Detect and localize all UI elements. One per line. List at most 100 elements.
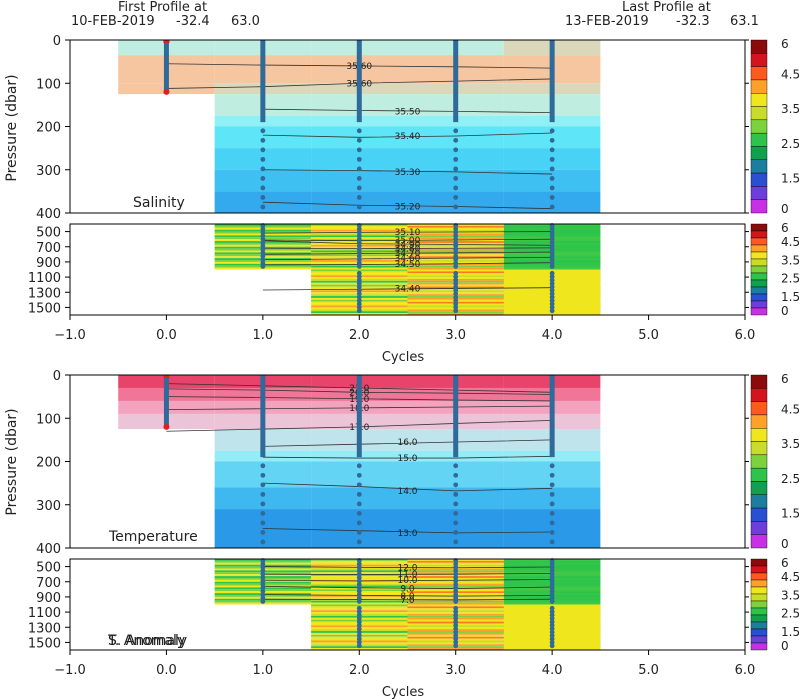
colorbar-swatch — [750, 307, 768, 316]
profile-sample-dot — [549, 260, 555, 266]
profile-sample-dot — [549, 291, 555, 297]
profile-sample-dot — [549, 463, 555, 469]
colorbar-label: 2.5 — [781, 137, 800, 151]
anomaly-cell — [311, 269, 408, 272]
salinity-cell — [214, 191, 312, 213]
contour-label: 9.0 — [400, 585, 415, 595]
colorbar-swatch — [750, 507, 768, 522]
salinity-cell — [407, 126, 504, 149]
profile-sample-dot — [453, 561, 459, 567]
profile-sample-dot — [260, 250, 266, 256]
profile-sample-dot — [549, 301, 555, 307]
profile-sample-dot — [356, 281, 362, 286]
contour-label: 12.0 — [397, 564, 417, 574]
x-tick-label: −1.0 — [54, 328, 86, 343]
contour-line — [262, 585, 553, 589]
colorbar-swatch — [750, 467, 768, 482]
contour-line — [262, 201, 553, 210]
y-tick-label: 300 — [36, 164, 61, 179]
profile-sample-dot — [260, 185, 266, 191]
profile-sample-dot — [453, 612, 459, 618]
profile-sample-dot — [549, 511, 555, 516]
colorbar-swatch — [750, 642, 768, 651]
colorbar-swatch — [750, 146, 768, 160]
profile-sample-dot — [549, 233, 555, 239]
profile-sample-dot — [356, 147, 362, 153]
profile-sample-dot — [453, 564, 459, 570]
anomaly-cell — [407, 604, 504, 607]
profile-sample-dot — [260, 233, 266, 239]
contour-label: 35.20 — [395, 203, 421, 213]
contour-label: 35.50 — [395, 107, 421, 117]
profile-sample-dot — [356, 240, 362, 245]
y-tick-label: 900 — [36, 256, 61, 271]
x-tick-label: 0.0 — [156, 328, 177, 343]
profile-sample-dot — [549, 240, 555, 245]
profile-sample-dot — [356, 156, 362, 162]
profile-sample-dot — [260, 595, 266, 601]
colorbar-swatch — [750, 223, 768, 232]
profile-sample-dot — [260, 520, 266, 526]
profile-sample-dot — [549, 482, 555, 488]
contour-label: 34.50 — [395, 260, 421, 270]
profile-sample-dot — [356, 575, 362, 580]
y-axis-label-bottom: Pressure (dbar) — [4, 408, 20, 515]
profile-sample-dot — [549, 185, 555, 191]
contour-label: 14.0 — [397, 487, 417, 497]
y-tick-label: 500 — [36, 226, 61, 241]
colorbar-swatch — [750, 614, 768, 623]
profile-sample-dot — [453, 626, 459, 632]
contour-label: 34.90 — [395, 240, 421, 250]
temperature-cell — [311, 487, 408, 510]
profile-sample-dot — [549, 472, 555, 478]
x-tick-label: 6.0 — [735, 663, 756, 678]
y-tick-label: 1500 — [28, 301, 61, 316]
colorbar-swatch — [750, 106, 768, 121]
colorbar-label: 1.5 — [781, 171, 800, 185]
profile-sample-dot — [549, 308, 555, 314]
x-tick-label: 5.0 — [638, 328, 659, 343]
profile-sample-dot — [549, 147, 555, 153]
profile-sample-dot — [453, 274, 459, 280]
anomaly-cell — [407, 648, 504, 650]
profile-sample-dot — [549, 609, 555, 615]
profile-sample-dot — [549, 176, 555, 181]
panel-0: 35.6035.6035.5035.4035.3035.200100200300… — [36, 34, 749, 222]
profile-sample-dot — [356, 204, 362, 210]
colorbar-label: 4.5 — [781, 68, 800, 82]
contour-label: 8.0 — [400, 592, 415, 602]
profile-sample-dot — [356, 298, 362, 303]
contour-line — [262, 579, 553, 582]
profile-sample-dot — [453, 463, 459, 469]
anomaly-cell — [407, 269, 504, 272]
profile-sample-dot — [549, 257, 555, 263]
colorbar-label: 6 — [781, 37, 789, 51]
colorbar-label: 3.5 — [781, 102, 800, 116]
contour-label: 34.40 — [395, 284, 421, 294]
profile-sample-dot — [260, 264, 266, 269]
colorbar-label: 2.5 — [781, 607, 800, 621]
profile-sample-dot — [356, 626, 362, 632]
profile-sample-dot — [549, 250, 555, 256]
panel-title: Salinity — [133, 195, 185, 211]
colorbar-swatch — [750, 441, 768, 456]
last-profile-lon: 63.1 — [730, 14, 759, 29]
profile-sample-dot — [453, 305, 459, 310]
contour-line — [262, 231, 553, 234]
profile-sample-dot — [549, 305, 555, 310]
profile-sample-dot — [356, 482, 362, 488]
profile-sample-dot — [260, 588, 266, 594]
colorbar-swatch — [750, 293, 768, 302]
y-axis-label-top: Pressure (dbar) — [4, 74, 20, 181]
colorbar-swatch — [750, 521, 768, 535]
profile-sample-dot — [549, 491, 555, 497]
profile-sample-dot — [356, 277, 362, 283]
y-tick-label: 700 — [36, 576, 61, 591]
colorbar-swatch — [750, 265, 768, 274]
salinity-cell — [407, 191, 504, 213]
profile-sample-dot — [453, 308, 459, 314]
profile-sample-dot — [453, 482, 459, 488]
colorbar: 6 4.5 3.5 2.5 1.5 0 — [750, 372, 800, 551]
profile-sample-dot — [356, 616, 362, 621]
profile-sample-dot — [356, 226, 362, 232]
